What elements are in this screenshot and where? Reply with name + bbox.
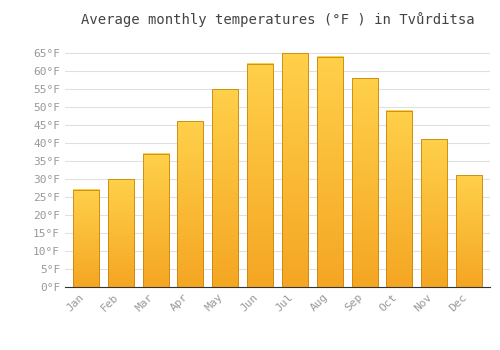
- Bar: [316, 57, 343, 287]
- Title: Average monthly temperatures (°F ) in Tvůrditsa: Average monthly temperatures (°F ) in Tv…: [80, 12, 474, 27]
- Bar: [178, 121, 204, 287]
- Bar: [456, 175, 482, 287]
- Bar: [421, 139, 448, 287]
- Bar: [73, 190, 99, 287]
- Bar: [142, 154, 169, 287]
- Bar: [108, 179, 134, 287]
- Bar: [247, 64, 273, 287]
- Bar: [282, 53, 308, 287]
- Bar: [212, 89, 238, 287]
- Bar: [386, 111, 412, 287]
- Bar: [352, 78, 378, 287]
